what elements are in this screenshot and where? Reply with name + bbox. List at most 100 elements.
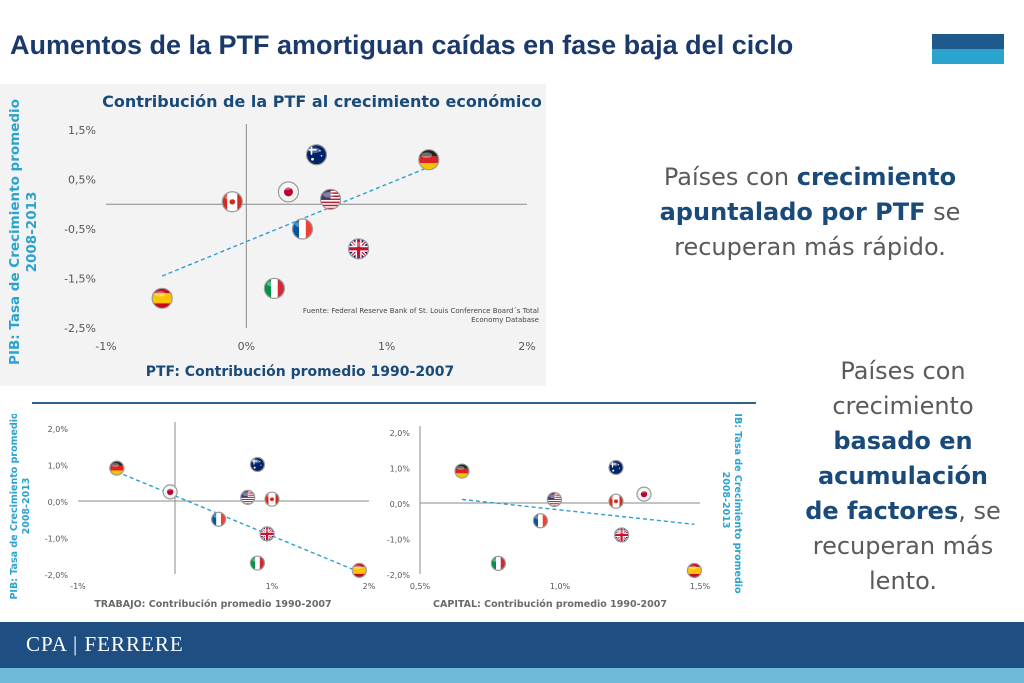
tfp-text-post: se recuperan más rápido. <box>674 198 961 261</box>
flag-gloss <box>351 241 363 248</box>
factor-text-post: , se recuperan más lento. <box>812 497 1001 595</box>
y-tick-label: 0,5% <box>68 174 96 187</box>
flag-part <box>619 494 623 509</box>
data-point-spain <box>151 287 173 309</box>
factor-text-pre: Países con crecimiento <box>832 357 974 420</box>
flag-rim <box>636 486 652 502</box>
data-point-japan <box>277 181 300 203</box>
data-point-france <box>211 511 227 527</box>
flag-part <box>533 513 539 528</box>
flag-part <box>255 556 260 571</box>
x-tick-label: 1% <box>378 340 395 353</box>
flag-part <box>275 492 279 507</box>
flag-part <box>270 497 274 502</box>
flag-rim <box>686 562 702 579</box>
accent-bar-dark <box>932 34 1004 49</box>
data-point-japan <box>636 486 652 502</box>
flag-rim <box>454 463 470 479</box>
data-point-united-kingdom <box>348 238 370 260</box>
trend-line <box>461 498 695 525</box>
data-point-spain <box>686 562 702 579</box>
flag-part <box>687 566 702 574</box>
data-point-united-states <box>546 491 562 508</box>
flag-gloss <box>261 528 270 533</box>
flag-part <box>320 154 323 157</box>
y-tick-label: -2,0% <box>45 571 69 580</box>
flag-part <box>617 464 620 466</box>
flag-part <box>320 207 341 210</box>
data-point-italy <box>249 555 266 571</box>
data-point-canada <box>221 191 243 213</box>
data-point-italy <box>490 555 507 571</box>
flag-part <box>352 563 367 567</box>
flag-it-icon <box>491 556 506 571</box>
flag-part <box>348 247 369 251</box>
flag-gloss <box>242 492 251 497</box>
flag-part <box>265 492 269 507</box>
x-axis-label: TRABAJO: Contribución promedio 1990-2007 <box>94 599 331 610</box>
data-point-germany <box>454 463 470 479</box>
flag-part <box>109 465 124 471</box>
flag-rim <box>264 491 280 507</box>
flag-gloss <box>616 529 625 534</box>
x-tick-label: -1% <box>95 340 116 353</box>
data-point-france <box>291 218 314 240</box>
y-tick-label: 0,0% <box>390 500 411 509</box>
flag-rim <box>614 527 630 543</box>
flag-part <box>455 473 469 479</box>
flag-part <box>455 468 469 474</box>
source-note: Fuente: Federal Reserve Bank of St. Loui… <box>303 307 539 315</box>
flag-part <box>152 288 173 294</box>
flag-part <box>250 556 256 571</box>
flag-gloss <box>309 147 320 154</box>
flag-part <box>687 563 702 567</box>
y-tick-label: 1,5% <box>68 124 96 137</box>
flag-rim <box>249 555 266 571</box>
flag-part <box>687 573 702 578</box>
x-tick-label: 1% <box>266 582 279 591</box>
flag-part <box>240 501 255 503</box>
flag-gloss <box>280 184 292 191</box>
flag-part <box>271 278 278 299</box>
flag-rim <box>221 191 243 213</box>
flag-gloss <box>323 192 335 198</box>
factor-growth-text: Países con crecimiento basado en acumula… <box>800 354 1006 599</box>
data-point-germany <box>418 149 440 171</box>
flag-rim <box>608 459 624 476</box>
x-axis-label: PTF: Contribución promedio 1990-2007 <box>146 364 455 380</box>
y-tick-label: 2,0% <box>390 429 411 438</box>
flag-de-icon <box>418 149 439 170</box>
flag-es-icon <box>152 288 173 309</box>
flag-part <box>305 219 313 239</box>
flag-fr-icon <box>292 219 313 239</box>
flag-part <box>109 461 124 466</box>
flag-rim <box>263 277 285 299</box>
y-tick-label: -0,5% <box>64 223 96 236</box>
flag-it-icon <box>250 556 265 571</box>
flag-part <box>216 512 221 527</box>
flag-gloss <box>610 462 619 467</box>
flag-part <box>109 470 124 476</box>
flag-part <box>259 556 265 571</box>
footer-strip <box>0 668 1024 683</box>
flag-gloss <box>252 459 260 464</box>
data-point-australia <box>305 144 328 166</box>
tfp-text-pre: Países con <box>663 163 797 191</box>
data-point-france <box>532 513 548 529</box>
flag-fr-icon <box>533 513 548 528</box>
flag-gloss <box>535 515 543 520</box>
data-point-australia <box>608 459 624 476</box>
flag-part <box>220 512 226 527</box>
flag-rim <box>305 144 328 166</box>
data-point-united-kingdom <box>614 527 630 543</box>
flag-rim <box>418 149 440 171</box>
flag-part <box>418 156 439 164</box>
corner-accent-mark <box>932 34 1004 64</box>
flag-us-icon <box>320 189 341 210</box>
data-point-spain <box>351 562 367 578</box>
chart-background <box>0 84 546 386</box>
flag-part <box>260 464 262 466</box>
data-point-canada <box>608 493 624 509</box>
flag-part <box>277 278 285 299</box>
y-tick-label: -1,0% <box>45 535 69 544</box>
